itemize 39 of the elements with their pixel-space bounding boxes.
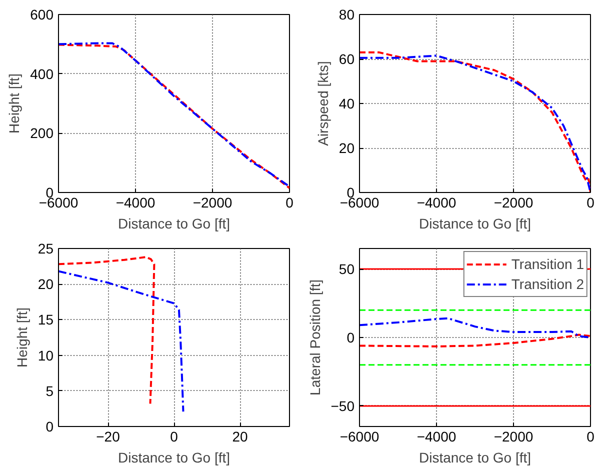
x-tick-label: −4000 — [116, 194, 156, 210]
x-tick-label: −20 — [96, 428, 120, 444]
y-tick-label: 50 — [338, 261, 355, 278]
x-tick-label: −4000 — [416, 428, 456, 444]
y-axis-title: Height [ft] — [14, 308, 30, 368]
y-tick-label: 20 — [338, 140, 355, 156]
x-tick-label: −4000 — [416, 194, 456, 210]
x-tick-label: −2000 — [494, 194, 534, 210]
y-tick-label: 600 — [30, 6, 54, 22]
y-tick-label: 60 — [338, 51, 355, 67]
legend-label: Transition 2 — [511, 276, 584, 292]
y-tick-label: −50 — [330, 398, 355, 414]
x-axis-title: Distance to Go [ft] — [118, 450, 230, 466]
y-axis-title: Lateral Position [ft] — [306, 280, 323, 396]
y-tick-label: 40 — [338, 96, 355, 112]
x-tick-label: 0 — [586, 194, 595, 210]
y-tick-label: 0 — [46, 418, 54, 434]
y-axis-title: Airspeed [kts] — [314, 61, 331, 146]
x-tick-label: 0 — [586, 428, 595, 444]
x-axis-title: Distance to Go [ft] — [418, 450, 532, 466]
x-axis-title: Distance to Go [ft] — [418, 216, 532, 232]
y-tick-label: 20 — [38, 276, 54, 292]
y-axis-title: Height [ft] — [6, 74, 22, 134]
x-tick-label: −6000 — [340, 428, 380, 444]
x-tick-label: −2000 — [494, 428, 534, 444]
y-tick-label: 200 — [30, 125, 54, 142]
x-tick-label: −2000 — [192, 194, 232, 210]
y-tick-label: 5 — [46, 382, 54, 399]
y-tick-label: 15 — [38, 312, 54, 328]
y-tick-label: 10 — [38, 347, 54, 364]
y-tick-label: 80 — [338, 6, 355, 22]
x-tick-label: 0 — [286, 194, 294, 210]
x-tick-label: 20 — [232, 428, 248, 444]
legend-label: Transition 1 — [511, 256, 584, 272]
x-axis-title: Distance to Go [ft] — [118, 216, 230, 232]
y-tick-label: 25 — [38, 240, 54, 256]
y-tick-label: 400 — [30, 66, 54, 82]
x-tick-label: 0 — [170, 428, 178, 444]
y-tick-label: 0 — [346, 330, 355, 346]
